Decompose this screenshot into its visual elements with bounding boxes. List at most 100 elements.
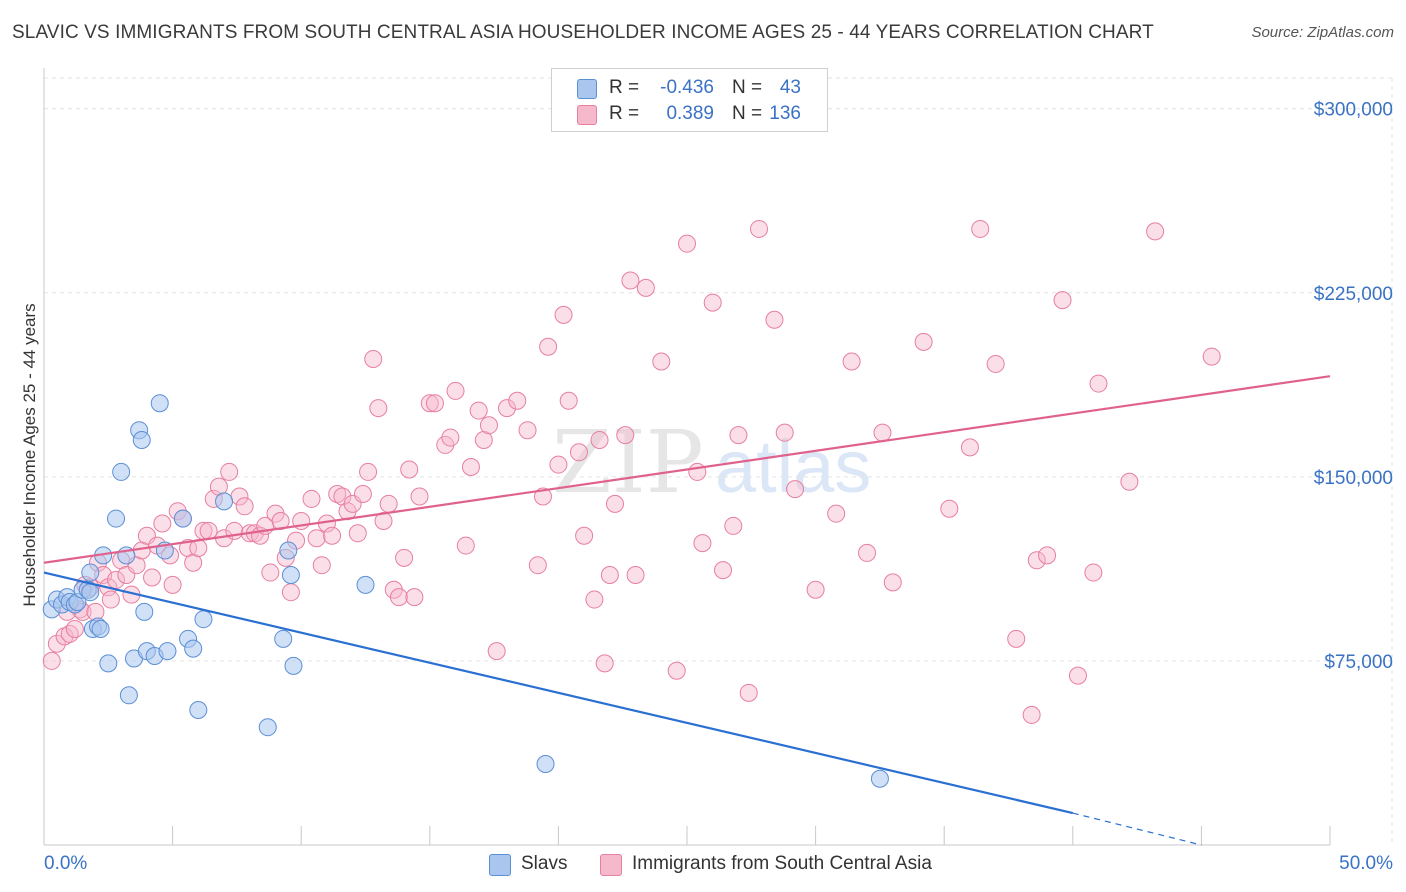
immigrants-point xyxy=(559,391,578,410)
slavs-point xyxy=(274,629,293,648)
immigrants-point xyxy=(328,485,347,504)
immigrants-point xyxy=(595,654,614,673)
immigrants-point xyxy=(446,381,465,400)
legend-r-value: -0.436 xyxy=(660,77,714,98)
watermark: ZIP atlas xyxy=(552,413,871,513)
immigrants-point xyxy=(971,219,990,238)
immigrants-point xyxy=(600,566,619,585)
immigrants-point xyxy=(688,462,707,481)
immigrants-point xyxy=(714,561,733,580)
immigrants-point xyxy=(425,394,444,413)
immigrants-point xyxy=(940,499,959,518)
immigrants-point xyxy=(461,458,480,477)
slavs-point xyxy=(99,654,118,673)
x-tick-label: 50.0% xyxy=(1339,853,1393,874)
watermark-zip: ZIP xyxy=(552,413,704,513)
immigrants-point xyxy=(441,428,460,447)
y-tick-label: $75,000 xyxy=(1324,652,1393,673)
immigrants-point xyxy=(1120,472,1139,491)
slavs-point xyxy=(150,394,169,413)
slavs-point xyxy=(536,755,555,774)
immigrants-point xyxy=(1089,374,1108,393)
source-label: Source: ZipAtlas.com xyxy=(1251,24,1394,41)
immigrants-point xyxy=(153,514,172,533)
immigrants-point xyxy=(42,651,61,670)
immigrants-point xyxy=(65,620,84,639)
slavs-point xyxy=(91,620,110,639)
immigrants-point xyxy=(101,590,120,609)
immigrants-trend-line xyxy=(43,375,1331,564)
immigrants-point xyxy=(575,526,594,545)
immigrants-point xyxy=(395,548,414,567)
immigrants-point xyxy=(389,588,408,607)
immigrants-point xyxy=(497,399,516,418)
immigrants-point xyxy=(549,455,568,474)
immigrants-point xyxy=(163,575,182,594)
immigrants-point xyxy=(60,624,79,643)
slavs-point xyxy=(215,492,234,511)
chart-title: SLAVIC VS IMMIGRANTS FROM SOUTH CENTRAL … xyxy=(12,22,1154,43)
immigrants-point xyxy=(508,391,527,410)
immigrants-point xyxy=(703,293,722,312)
immigrants-point xyxy=(199,521,218,540)
immigrants-point xyxy=(827,504,846,523)
slavs-trend-extension xyxy=(1072,812,1202,846)
immigrants-point xyxy=(1053,291,1072,310)
immigrants-point xyxy=(873,423,892,442)
immigrants-point xyxy=(858,543,877,562)
immigrants-point xyxy=(739,683,758,702)
immigrants-point xyxy=(359,462,378,481)
immigrants-point xyxy=(379,494,398,513)
correlation-legend: R = -0.436 N = 43 R = 0.389 N = 136 xyxy=(551,68,828,132)
legend-n-label: N = xyxy=(732,77,763,98)
y-tick-label: $150,000 xyxy=(1314,468,1393,489)
immigrants-point xyxy=(554,305,573,324)
slavs-point xyxy=(870,769,889,788)
slavs-point xyxy=(135,602,154,621)
immigrants-point xyxy=(323,526,342,545)
immigrants-point xyxy=(353,485,372,504)
slavs-point xyxy=(356,575,375,594)
immigrants-point xyxy=(765,310,784,329)
slavs-point xyxy=(107,509,126,528)
legend-swatch-immigrants xyxy=(600,854,622,876)
legend-label-immigrants: Immigrants from South Central Asia xyxy=(632,853,932,874)
immigrants-point xyxy=(986,354,1005,373)
slavs-point xyxy=(194,610,213,629)
x-tick-labels: 0.0% 50.0% xyxy=(44,853,1393,874)
immigrants-point xyxy=(1038,546,1057,565)
immigrants-point xyxy=(302,489,321,508)
immigrants-point xyxy=(47,634,66,653)
immigrants-point xyxy=(479,416,498,435)
immigrants-point xyxy=(806,580,825,599)
axes xyxy=(43,68,1331,846)
slavs-point xyxy=(281,566,300,585)
immigrants-point xyxy=(750,219,769,238)
immigrants-point xyxy=(1202,347,1221,366)
legend-r-value: 0.389 xyxy=(666,103,714,124)
immigrants-point xyxy=(729,426,748,445)
legend-r-label: R = xyxy=(609,103,640,124)
immigrants-point xyxy=(1068,666,1087,685)
immigrants-point xyxy=(1027,551,1046,570)
immigrants-point xyxy=(518,421,537,440)
immigrants-point xyxy=(626,566,645,585)
immigrants-point xyxy=(420,394,439,413)
slavs-point xyxy=(158,642,177,661)
immigrants-point xyxy=(605,494,624,513)
watermark-atlas: atlas xyxy=(715,425,871,508)
slavs-point xyxy=(81,563,100,582)
immigrants-point xyxy=(693,534,712,553)
immigrants-point xyxy=(86,602,105,621)
immigrants-point xyxy=(469,401,488,420)
series-slavs-points xyxy=(42,394,889,788)
immigrants-point xyxy=(724,516,743,535)
immigrants-point xyxy=(652,352,671,371)
legend-n-label: N = xyxy=(732,103,763,124)
immigrants-point xyxy=(1146,222,1165,241)
y-tick-labels: $75,000 $150,000 $225,000 $300,000 xyxy=(1314,100,1393,673)
immigrants-point xyxy=(883,573,902,592)
y-axis-label: Householder Income Ages 25 - 44 years xyxy=(20,303,39,606)
x-tick-label: 0.0% xyxy=(44,853,87,874)
